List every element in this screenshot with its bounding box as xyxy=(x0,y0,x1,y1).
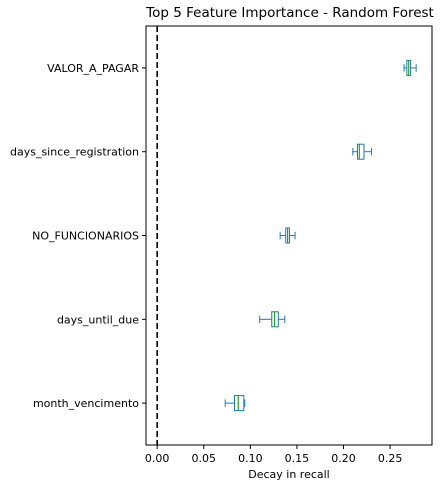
box-iqr xyxy=(356,143,365,160)
x-tick-label: 0.00 xyxy=(145,452,170,465)
x-tick-label: 0.15 xyxy=(285,452,310,465)
chart-title: Top 5 Feature Importance - Random Forest xyxy=(145,5,434,21)
x-axis-label: Decay in recall xyxy=(248,468,330,481)
y-tick-label: month_vencimento xyxy=(33,397,139,410)
x-tick-label: 0.10 xyxy=(238,452,263,465)
y-tick-label: NO_FUNCIONARIOS xyxy=(32,230,139,243)
box-days-since-registration: days_since_registration xyxy=(10,143,372,160)
y-tick-label: days_until_due xyxy=(57,313,139,326)
y-tick-label: VALOR_A_PAGAR xyxy=(47,62,139,75)
box-no-funcionarios: NO_FUNCIONARIOS xyxy=(32,227,296,244)
y-tick-label: days_since_registration xyxy=(10,146,139,159)
x-tick-label: 0.25 xyxy=(378,452,403,465)
box-month-vencimento: month_vencimento xyxy=(33,395,246,412)
x-tick-label: 0.20 xyxy=(331,452,356,465)
box-days-until-due: days_until_due xyxy=(57,311,286,328)
box-iqr xyxy=(234,395,245,412)
box-valor-a-pagar: VALOR_A_PAGAR xyxy=(47,59,417,76)
plot-area: 0.00 0.05 0.10 0.15 0.20 0.25 VALOR_A_PAGARday… xyxy=(10,26,417,465)
axes-frame xyxy=(145,25,433,446)
x-tick-label: 0.05 xyxy=(192,452,217,465)
